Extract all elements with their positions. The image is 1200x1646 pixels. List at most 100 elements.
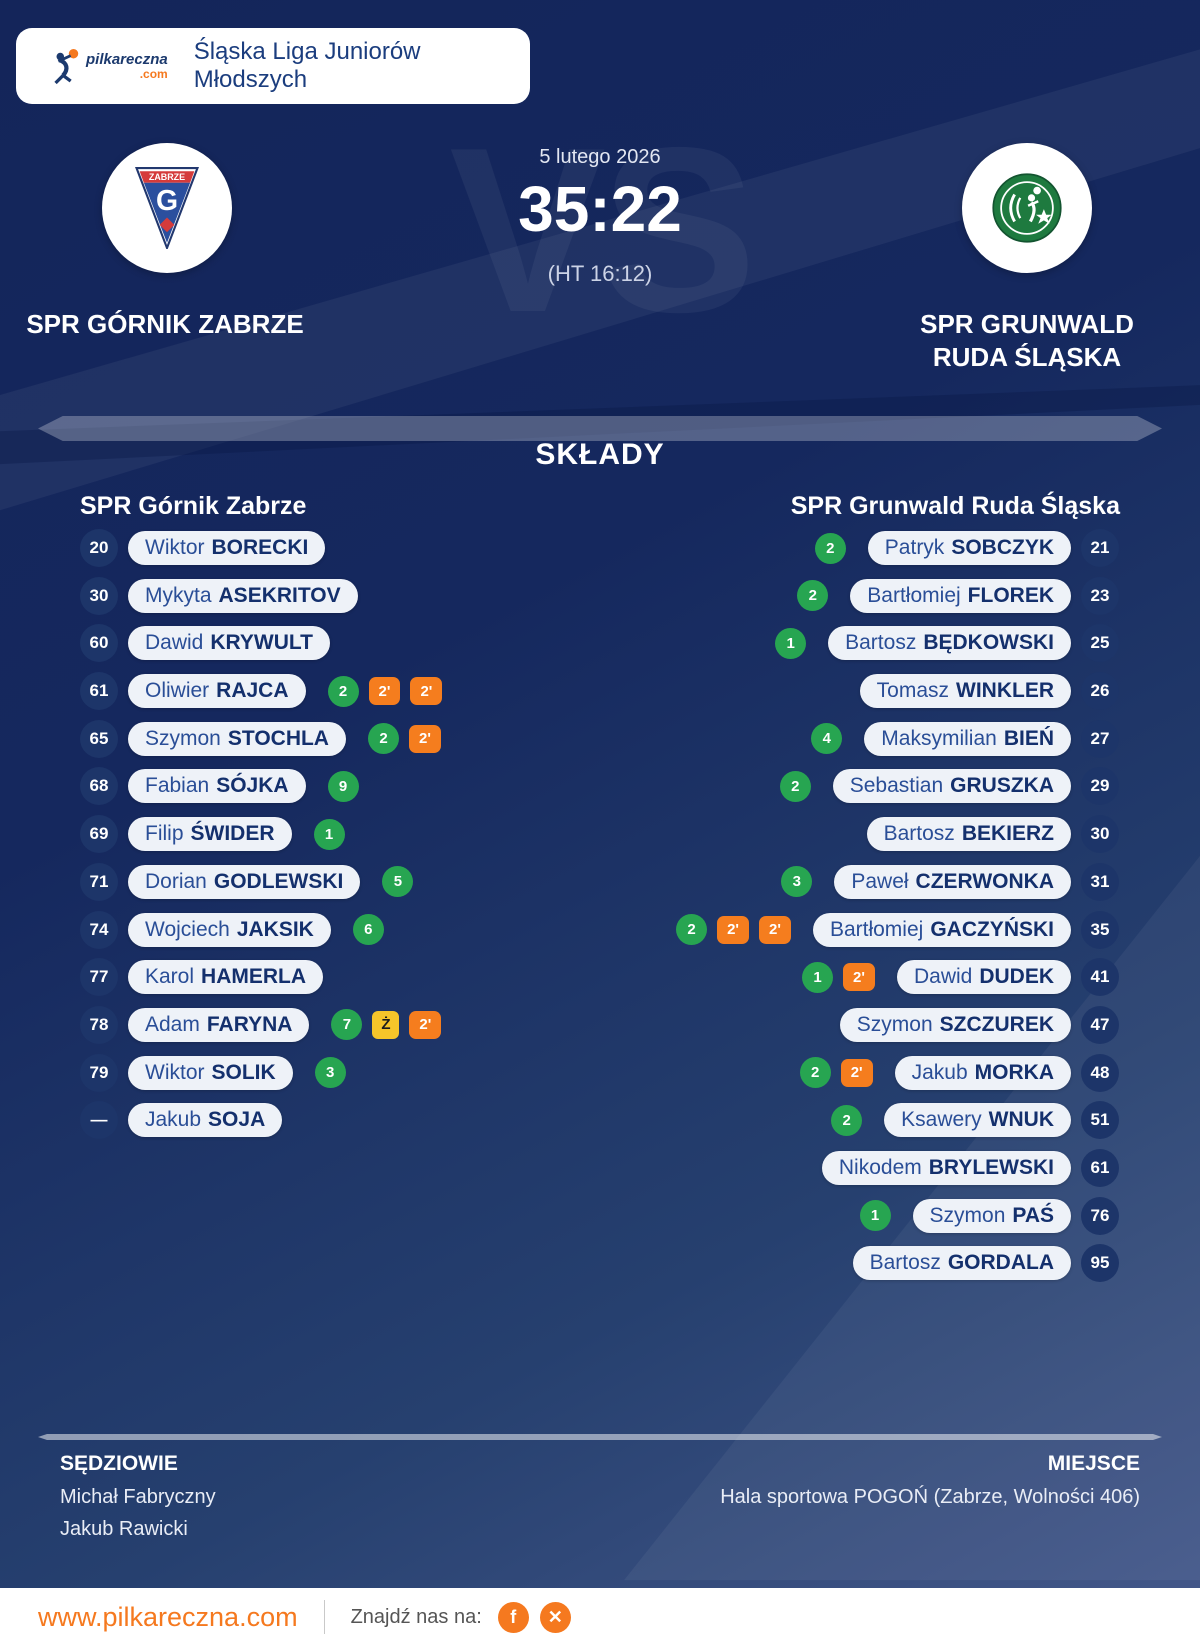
site-url[interactable]: www.pilkareczna.com	[38, 1601, 298, 1632]
player-last-name: RAJCA	[216, 679, 289, 703]
referees-label: SĘDZIOWIE	[60, 1452, 178, 1475]
roster-row: 71 Dorian GODLEWSKI 5	[80, 862, 442, 902]
player-last-name: KRYWULT	[210, 631, 314, 655]
player-first-name: Patryk	[884, 536, 945, 559]
player-last-name: JAKSIK	[236, 917, 314, 941]
player-first-name: Szymon	[929, 1203, 1006, 1227]
player-name: Bartłomiej GACZYŃSKI	[812, 912, 1071, 947]
logo-wordmark: pilkareczna .com	[86, 52, 168, 80]
facebook-icon[interactable]: f	[497, 1601, 529, 1633]
goals-badge: 1	[859, 1200, 891, 1232]
player-first-name: Filip	[145, 822, 184, 846]
player-first-name: Bartosz	[883, 822, 955, 846]
player-first-name: Dorian	[145, 869, 207, 893]
player-first-name: Maksymilian	[881, 726, 997, 750]
player-first-name: Mykyta	[145, 583, 212, 607]
logo-text: pilkareczna	[86, 51, 168, 68]
player-number: 68	[80, 767, 118, 806]
player-first-name: Bartłomiej	[829, 917, 924, 941]
player-name: Bartosz BEKIERZ	[866, 817, 1071, 852]
player-first-name: Oliwier	[145, 679, 210, 703]
player-name: Wiktor SOLIK	[128, 1055, 293, 1090]
roster-row: 1 2' Dawid DUDEK 41	[440, 957, 1119, 997]
section-divider	[38, 416, 1162, 441]
goals-badge: 6	[352, 914, 384, 945]
roster-row: 3 Paweł CZERWONKA 31	[440, 862, 1119, 902]
player-name: Dorian GODLEWSKI	[128, 864, 361, 899]
footer-bar: www.pilkareczna.com Znajdź nas na: f ✕	[0, 1588, 1200, 1646]
penalty-2min-badge: 2'	[409, 1010, 442, 1039]
player-first-name: Wojciech	[145, 917, 230, 941]
roster-row: 1 Szymon PAŚ 76	[440, 1196, 1119, 1236]
roster-row: Szymon SZCZUREK 47	[440, 1005, 1119, 1045]
player-number: 76	[1081, 1196, 1119, 1235]
player-number: 29	[1081, 767, 1119, 806]
goals-badge: 1	[802, 961, 834, 993]
player-first-name: Bartosz	[869, 1251, 941, 1275]
player-last-name: WINKLER	[956, 679, 1054, 703]
penalty-2min-badge: 2'	[843, 963, 875, 992]
roster-row: 78 Adam FARYNA 7 Ż 2'	[80, 1005, 442, 1045]
player-number: 31	[1081, 862, 1119, 901]
player-number: 27	[1081, 719, 1119, 758]
player-number: —	[80, 1101, 118, 1140]
footer-separator	[323, 1600, 325, 1634]
roster-row: Bartosz GORDALA 95	[440, 1243, 1119, 1283]
player-name: Jakub MORKA	[894, 1055, 1071, 1090]
roster-row: 2 Ksawery WNUK 51	[440, 1100, 1119, 1140]
halftime-score: (HT 16:12)	[547, 261, 653, 286]
player-number: 30	[1081, 815, 1119, 854]
penalty-2min-badge: 2'	[759, 915, 791, 944]
player-last-name: GRUSZKA	[950, 774, 1054, 798]
player-last-name: BORECKI	[211, 536, 309, 559]
goals-badge: 2	[327, 675, 359, 707]
roster-row: — Jakub SOJA	[80, 1100, 442, 1140]
match-score: 35:22	[518, 173, 682, 245]
goals-badge: 2	[367, 723, 399, 755]
logo-tld: .com	[139, 67, 168, 81]
player-number: 79	[80, 1053, 118, 1092]
player-first-name: Paweł	[851, 869, 909, 893]
player-last-name: PAŚ	[1012, 1203, 1054, 1227]
roster-row: 69 Filip ŚWIDER 1	[80, 814, 442, 854]
player-name: Szymon STOCHLA	[128, 721, 346, 756]
roster-row: Bartosz BEKIERZ 30	[440, 814, 1119, 854]
x-icon[interactable]: ✕	[539, 1601, 571, 1633]
player-name: Oliwier RAJCA	[128, 674, 306, 709]
player-number: 25	[1081, 624, 1119, 663]
player-last-name: HAMERLA	[201, 965, 307, 989]
player-last-name: SOJA	[208, 1108, 266, 1132]
goals-badge: 2	[814, 532, 846, 564]
goals-badge: 5	[382, 866, 414, 898]
goals-badge: 2	[799, 1057, 831, 1089]
player-name: Adam FARYNA	[128, 1007, 310, 1042]
penalty-2min-badge: 2'	[840, 1058, 873, 1087]
league-header-card: pilkareczna .com Śląska Liga Juniorów Mł…	[16, 28, 530, 104]
player-name: Karol HAMERLA	[128, 960, 324, 995]
goals-badge: 4	[811, 723, 843, 755]
goals-badge: 2	[779, 770, 811, 802]
roster-row: 68 Fabian SÓJKA 9	[80, 766, 442, 806]
player-name: Szymon SZCZUREK	[839, 1007, 1071, 1042]
goals-badge: 2	[831, 1104, 863, 1136]
roster-row: 60 Dawid KRYWULT	[80, 623, 442, 663]
pilkareczna-logo: pilkareczna .com	[48, 46, 168, 86]
venue-name: Hala sportowa POGOŃ (Zabrze, Wolności 40…	[720, 1486, 1140, 1508]
home-lineup-header: SPR Górnik Zabrze	[80, 492, 307, 520]
roster-row: 2 Patryk SOBCZYK 21	[440, 528, 1119, 568]
penalty-2min-badge: 2'	[368, 677, 401, 706]
goals-badge: 1	[775, 627, 807, 659]
player-name: Maksymilian BIEŃ	[864, 721, 1071, 756]
player-name: Paweł CZERWONKA	[834, 864, 1071, 899]
player-number: 48	[1081, 1053, 1119, 1092]
roster-row: 4 Maksymilian BIEŃ 27	[440, 719, 1119, 759]
away-lineup-header: SPR Grunwald Ruda Śląska	[790, 492, 1120, 520]
lineups-title: SKŁADY	[535, 438, 665, 471]
player-number: 26	[1081, 672, 1119, 711]
roster-row: 30 Mykyta ASEKRITOV	[80, 576, 442, 616]
player-last-name: ŚWIDER	[190, 822, 275, 846]
roster-row: 2 2' Jakub MORKA 48	[440, 1053, 1119, 1093]
player-last-name: ASEKRITOV	[218, 583, 341, 607]
player-number: 51	[1081, 1101, 1119, 1140]
